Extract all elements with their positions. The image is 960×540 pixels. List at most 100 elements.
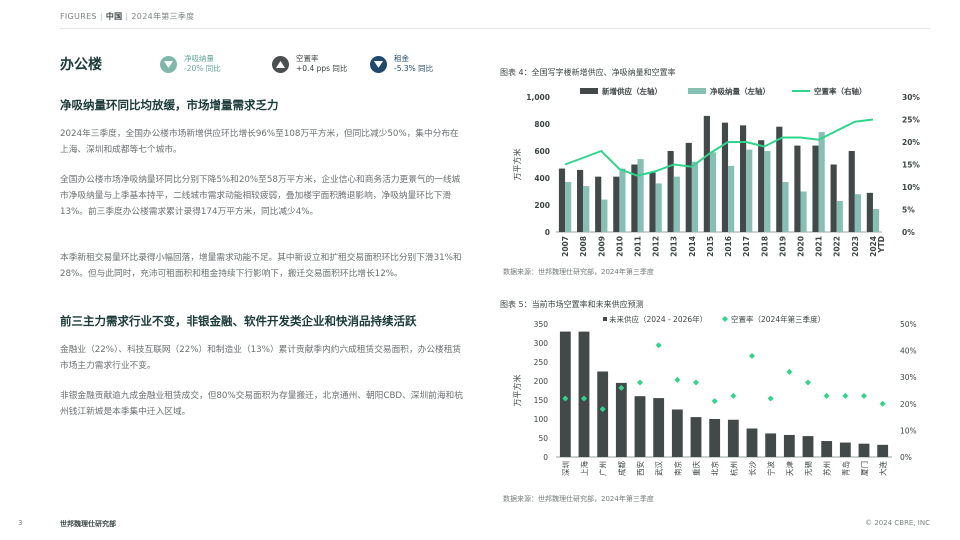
bar-new-supply <box>866 192 873 232</box>
header-period: 2024年第三季度 <box>131 12 195 21</box>
y-tick-label: 150 <box>534 396 549 405</box>
point-vacancy-rate <box>823 392 830 399</box>
x-tick-label: 青岛 <box>840 461 850 476</box>
y-tick-label: 200 <box>534 377 549 386</box>
y2-tick-label: 30% <box>900 373 917 382</box>
bar-net-absorption <box>836 200 843 232</box>
point-vacancy-rate <box>711 398 718 405</box>
bar-new-supply <box>577 169 584 232</box>
kpi-net-absorption: 净吸纳量 -20% 同比 <box>160 54 221 74</box>
heading-industries: 前三主力需求行业不变，非银金融、软件开发类企业和快消品持续活跃 <box>60 314 417 328</box>
y2-tick-label: 5% <box>902 206 915 215</box>
legend-swatch <box>580 88 598 94</box>
legend-label: 空置率（2024年第三季度） <box>731 314 825 324</box>
header-figures: FIGURES <box>60 12 97 21</box>
x-tick-label: 长沙 <box>747 461 757 476</box>
bar-future-supply <box>690 417 702 457</box>
point-vacancy-rate <box>730 392 737 399</box>
header-country: 中国 <box>105 12 123 21</box>
x-tick-label: 2014 <box>688 236 697 257</box>
x-tick-label: 2020 <box>797 236 806 257</box>
kpi-value: -5.3% 同比 <box>394 64 434 73</box>
x-tick-label: 广州 <box>598 461 608 476</box>
kpi-label: 空置率 <box>296 54 319 63</box>
bar-net-absorption <box>728 165 735 232</box>
y-tick-label: 100 <box>534 415 549 424</box>
bar-future-supply <box>578 331 590 457</box>
bar-future-supply <box>802 436 814 457</box>
x-tick-label: 重庆 <box>691 461 701 476</box>
y-axis-label: 万平方米 <box>512 149 522 181</box>
y-tick-label: 600 <box>534 147 550 156</box>
x-tick-label: 2012 <box>652 236 661 257</box>
x-tick-label: 2022 <box>833 236 842 257</box>
y2-tick-label: 0% <box>902 228 915 237</box>
x-tick-label: 2013 <box>670 236 679 257</box>
bar-new-supply <box>703 115 710 232</box>
bar-net-absorption <box>619 168 626 232</box>
section-title: 办公楼 <box>60 57 102 73</box>
bar-future-supply <box>615 382 627 457</box>
x-tick-label: 2024YTD <box>869 236 886 257</box>
x-tick-label: 上海 <box>579 461 589 476</box>
triangle-down-icon <box>370 55 387 73</box>
point-vacancy-rate <box>655 342 662 349</box>
bar-new-supply <box>685 142 692 232</box>
bar-future-supply <box>839 442 851 457</box>
legend-label: 未来供应（2024 - 2026年） <box>609 314 707 324</box>
y2-tick-label: 30% <box>902 93 920 102</box>
triangle-down-icon <box>160 55 177 73</box>
y-tick-label: 800 <box>534 120 550 129</box>
chart4-source: 数据来源：世邦魏理仕研究部，2024年第三季度 <box>503 268 654 276</box>
chart4-supply-absorption-vacancy: 0 200 400 600 800 1,000 0% 5% 10% 15% 20% 25% 30% 万平方… <box>512 86 920 257</box>
x-tick-label: 2017 <box>742 236 751 257</box>
point-vacancy-rate <box>674 376 681 383</box>
paragraph: 2024年三季度，全国办公楼市场新增供应环比增长96%至108万平方米，但同比减… <box>60 129 459 155</box>
point-vacancy-rate <box>861 392 867 399</box>
bar-net-absorption <box>818 132 825 232</box>
point-vacancy-rate <box>767 395 774 402</box>
paragraph: 本季新租交易量环比录得小幅回落，增量需求动能不足。其中新设立和扩租交易面积环比分… <box>60 253 462 279</box>
legend-label: 净吸纳量（左轴） <box>710 86 770 96</box>
point-vacancy-rate <box>581 395 587 402</box>
bar-future-supply <box>765 433 777 457</box>
bar-net-absorption <box>673 176 680 232</box>
kpi-vacancy: 空置率 +0.4 pps 同比 <box>272 54 347 74</box>
bar-future-supply <box>821 441 833 457</box>
kpi-rent: 租金 -5.3% 同比 <box>370 54 433 74</box>
x-tick-label: 2018 <box>760 236 769 257</box>
x-tick-label: 深圳 <box>560 461 570 476</box>
point-vacancy-rate <box>879 400 886 407</box>
y-tick-label: 350 <box>534 320 549 329</box>
bar-future-supply <box>858 443 870 457</box>
bar-net-absorption <box>583 186 590 232</box>
bar-future-supply <box>783 434 795 457</box>
bar-net-absorption <box>746 149 753 232</box>
y2-tick-label: 15% <box>902 161 920 170</box>
bar-net-absorption <box>565 182 572 232</box>
bar-net-absorption <box>764 151 771 232</box>
x-tick-label: 武汉 <box>654 461 664 476</box>
x-tick-label: 宁波 <box>766 461 776 476</box>
x-tick-label: 成都 <box>616 461 626 476</box>
bar-new-supply <box>649 172 656 232</box>
y-tick-label: 200 <box>534 201 550 210</box>
x-tick-label: 2023 <box>851 236 860 257</box>
x-tick-label: 南京 <box>672 461 682 476</box>
x-tick-label: 2011 <box>634 236 643 257</box>
x-tick-label: 厦门 <box>860 461 869 476</box>
x-tick-label: 天津 <box>785 461 794 476</box>
chart5-title: 图表 5：当前市场空置率和未来供应预测 <box>500 300 644 309</box>
bar-new-supply <box>631 164 638 232</box>
bar-future-supply <box>746 428 758 457</box>
bar-future-supply <box>634 396 646 457</box>
legend-label: 新增供应（左轴） <box>602 86 662 96</box>
bar-future-supply <box>597 371 609 457</box>
bar-net-absorption <box>691 161 698 232</box>
bar-new-supply <box>848 151 855 232</box>
point-vacancy-rate <box>805 379 811 386</box>
y2-tick-label: 40% <box>900 347 917 356</box>
kpi-label: 租金 <box>394 54 409 63</box>
bar-new-supply <box>613 176 620 232</box>
chart5-vacancy-future-supply: 0 50 100 150 200 250 300 350 0% 10% 20% 30% 40% 50% 万平… <box>512 314 917 476</box>
